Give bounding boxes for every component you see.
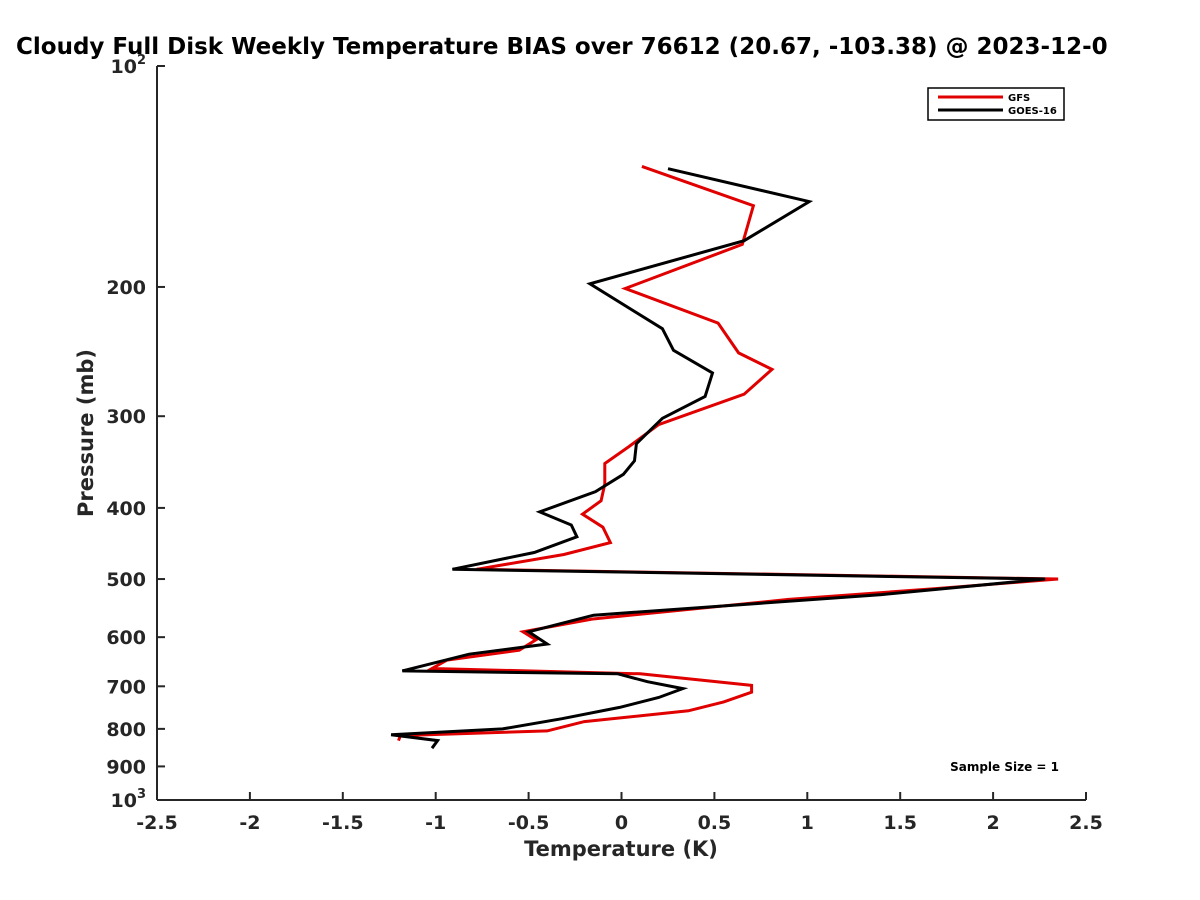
series-line-goes16 <box>390 167 1046 750</box>
y-tick-label-base: 700 <box>106 676 146 698</box>
y-tick-label: 200 <box>106 277 146 299</box>
x-tick-label: 1.5 <box>883 812 917 834</box>
axes <box>156 66 1086 801</box>
chart-title: Cloudy Full Disk Weekly Temperature BIAS… <box>16 34 1108 60</box>
y-tick-label-base: 400 <box>106 498 146 520</box>
legend-box <box>927 87 1065 121</box>
y-tick-label: 500 <box>106 569 146 591</box>
x-tick-label: 0.5 <box>698 812 732 834</box>
y-tick-label: 600 <box>106 627 146 649</box>
sample-size-annotation: Sample Size = 1 <box>950 760 1059 774</box>
x-ticks: -2.5 -2 -1.5 -1 -0.5 0 0.5 1 1.5 2 2.5 <box>136 792 1103 834</box>
x-axis-title: Temperature (K) <box>524 837 718 861</box>
legend-label-goes16: GOES-16 <box>1008 106 1057 117</box>
y-tick-label-base: 600 <box>106 627 146 649</box>
series-line-gfs <box>397 164 1059 742</box>
y-tick-label: 400 <box>106 498 146 520</box>
x-tick-label: 2.5 <box>1069 812 1103 834</box>
x-tick-label: 2 <box>986 812 999 834</box>
y-tick-label-base: 10 <box>111 56 137 78</box>
x-tick-label: -0.5 <box>508 812 550 834</box>
y-tick-label: 700 <box>106 676 146 698</box>
series-lines <box>390 164 1059 750</box>
x-tick-label: -2 <box>239 812 260 834</box>
x-tick-label: -2.5 <box>136 812 178 834</box>
y-tick-label: 102 <box>111 53 147 78</box>
y-tick-label: 300 <box>106 406 146 428</box>
y-tick-label: 800 <box>106 719 146 741</box>
y-tick-label-base: 200 <box>106 277 146 299</box>
legend: GFS GOES-16 <box>927 87 1065 121</box>
x-tick-label: -1 <box>425 812 446 834</box>
y-tick-label-base: 10 <box>111 790 137 812</box>
y-tick-label-base: 300 <box>106 406 146 428</box>
y-tick-label-base: 800 <box>106 719 146 741</box>
x-tick-label: 0 <box>615 812 628 834</box>
y-tick-label-exponent: 3 <box>137 787 146 802</box>
legend-label-gfs: GFS <box>1008 93 1030 104</box>
y-tick-label: 103 <box>111 787 147 812</box>
y-tick-label-base: 500 <box>106 569 146 591</box>
y-axis-title: Pressure (mb) <box>74 349 98 517</box>
y-tick-label-exponent: 2 <box>137 53 146 68</box>
x-tick-label: -1.5 <box>322 812 364 834</box>
y-tick-label-base: 900 <box>106 756 146 778</box>
x-tick-label: 1 <box>801 812 814 834</box>
y-tick-label: 900 <box>106 756 146 778</box>
